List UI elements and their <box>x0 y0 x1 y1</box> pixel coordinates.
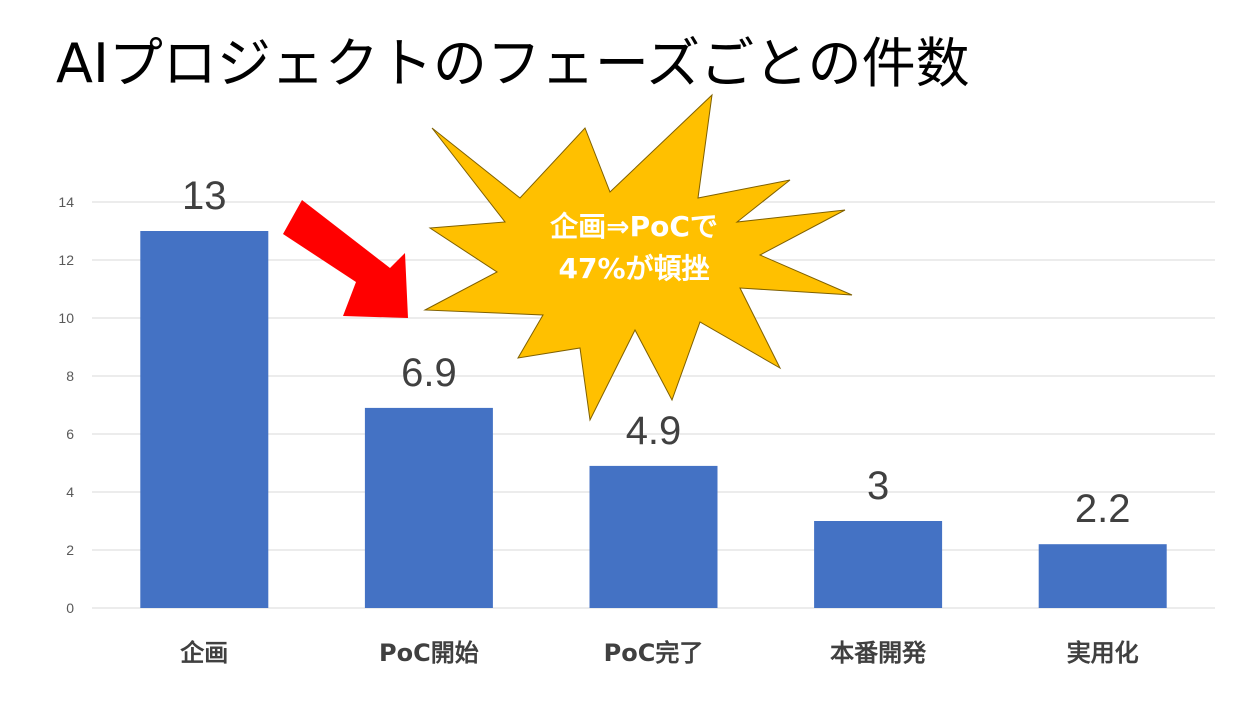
bar-3 <box>814 521 943 608</box>
bar-0 <box>140 231 269 608</box>
red-arrow-icon <box>283 200 408 318</box>
category-label: PoC開始 <box>379 639 479 667</box>
category-label: PoC完了 <box>604 639 704 667</box>
callout-text-line-2: 47%が頓挫 <box>558 252 709 285</box>
starburst-callout <box>423 93 853 422</box>
y-tick-label: 8 <box>66 368 74 384</box>
y-tick-label: 4 <box>66 484 74 500</box>
data-label: 4.9 <box>626 409 682 453</box>
data-label: 2.2 <box>1075 487 1131 531</box>
data-label: 3 <box>867 464 889 508</box>
category-label: 実用化 <box>1067 639 1139 667</box>
y-tick-label: 14 <box>58 194 74 210</box>
bar-2 <box>589 465 718 608</box>
y-tick-label: 2 <box>66 542 74 558</box>
bar-1 <box>364 407 493 608</box>
y-tick-label: 10 <box>58 310 74 326</box>
y-tick-label: 0 <box>66 600 74 616</box>
y-tick-label: 6 <box>66 426 74 442</box>
page-title: AIプロジェクトのフェーズごとの件数 <box>56 32 970 95</box>
y-tick-label: 12 <box>58 252 74 268</box>
data-label: 6.9 <box>401 351 457 395</box>
bar-4 <box>1038 544 1167 608</box>
data-label: 13 <box>182 174 227 218</box>
category-label: 本番開発 <box>830 639 927 667</box>
callout-text-line-1: 企画⇒PoCで <box>550 210 718 243</box>
category-label: 企画 <box>180 639 228 667</box>
